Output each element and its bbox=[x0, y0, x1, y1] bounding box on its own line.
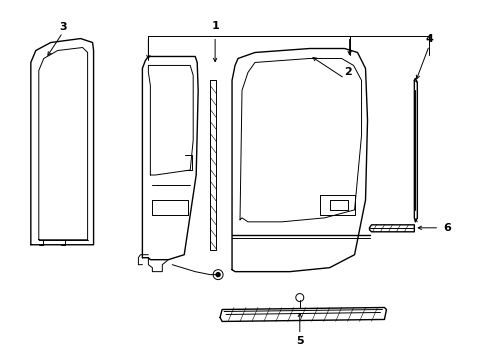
Circle shape bbox=[216, 273, 220, 276]
Text: 3: 3 bbox=[59, 22, 66, 32]
Text: 1: 1 bbox=[211, 21, 219, 31]
Text: 2: 2 bbox=[343, 67, 351, 77]
Text: 6: 6 bbox=[442, 223, 450, 233]
Text: 4: 4 bbox=[425, 33, 432, 44]
Text: 5: 5 bbox=[295, 336, 303, 346]
